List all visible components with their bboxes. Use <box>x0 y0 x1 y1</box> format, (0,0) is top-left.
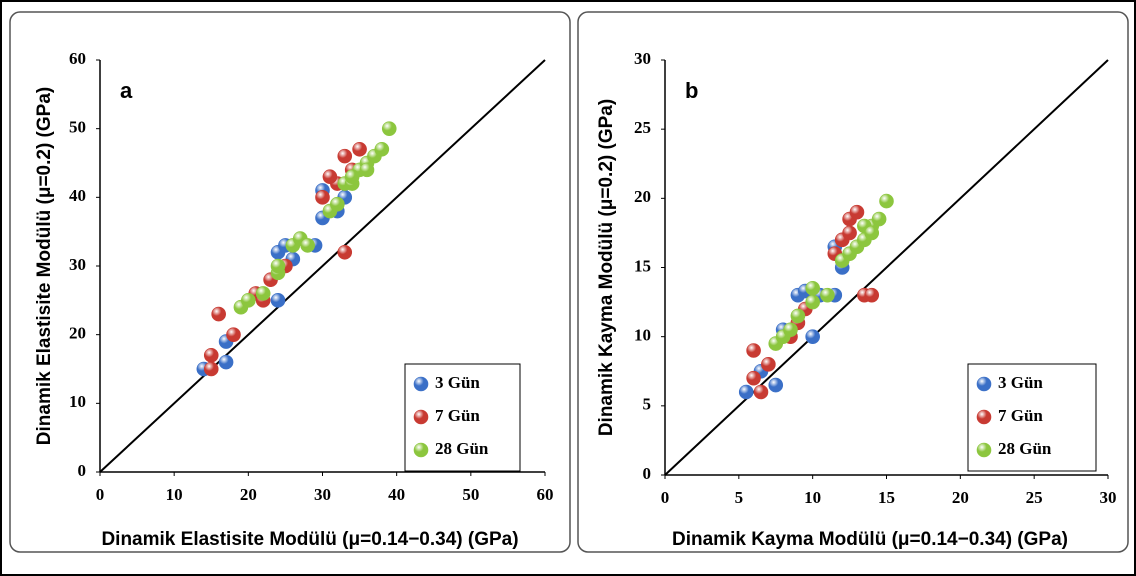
y-tick-label: 10 <box>634 326 651 345</box>
scatter-point <box>255 286 271 301</box>
scatter-point <box>842 225 857 241</box>
scatter-point <box>864 225 880 241</box>
legend-marker <box>413 442 429 458</box>
legend-marker <box>976 442 992 458</box>
x-tick-label: 50 <box>462 485 479 504</box>
legend-label: 28 Gün <box>998 439 1052 458</box>
y-tick-label: 5 <box>643 395 652 414</box>
scatter-point <box>864 287 880 303</box>
x-tick-label: 5 <box>735 488 744 507</box>
y-tick-label: 10 <box>69 392 86 411</box>
scatter-point <box>783 322 798 338</box>
scatter-point <box>805 280 820 296</box>
y-tick-label: 60 <box>69 49 86 68</box>
y-tick-label: 30 <box>634 49 651 68</box>
scatter-point <box>337 244 353 260</box>
scatter-point <box>315 190 330 205</box>
scatter-point <box>241 293 256 308</box>
panel-border <box>577 11 1129 553</box>
legend-marker <box>413 376 429 392</box>
y-tick-label: 40 <box>69 186 86 205</box>
x-tick-label: 30 <box>314 485 331 504</box>
scatter-point <box>790 308 806 324</box>
panel-label: a <box>120 78 133 103</box>
x-tick-label: 20 <box>952 488 969 507</box>
legend-label: 3 Gün <box>435 373 480 392</box>
x-tick-label: 40 <box>388 485 405 504</box>
scatter-point <box>270 293 286 308</box>
x-tick-label: 15 <box>878 488 895 507</box>
scatter-point <box>738 384 754 400</box>
scatter-point <box>381 121 397 136</box>
scatter-point <box>753 384 769 400</box>
scatter-point <box>359 162 375 178</box>
y-tick-label: 15 <box>634 256 651 275</box>
legend-label: 3 Gün <box>998 373 1043 392</box>
x-tick-label: 10 <box>166 485 183 504</box>
identity-line <box>99 59 546 473</box>
x-tick-label: 0 <box>661 488 670 507</box>
x-tick-label: 60 <box>537 485 554 504</box>
scatter-point <box>768 377 784 393</box>
scatter-point <box>374 141 390 157</box>
scatter-point <box>871 211 887 227</box>
scatter-point <box>337 148 353 164</box>
scatter-point <box>746 343 761 358</box>
scatter-point <box>820 287 835 303</box>
scatter-point <box>300 238 315 253</box>
identity-line <box>664 59 1109 476</box>
scatter-point <box>218 354 234 370</box>
scatter-point <box>761 357 776 372</box>
y-axis-title: Dinamik Kayma Modülü (μ=0.2) (GPa) <box>596 99 617 436</box>
scatter-point <box>879 193 894 209</box>
y-tick-label: 20 <box>634 187 651 206</box>
legend-label: 7 Gün <box>435 406 480 425</box>
panel-border <box>9 11 571 553</box>
scatter-point <box>330 196 345 212</box>
x-axis-title: Dinamik Kayma Modülü (μ=0.14−0.34) (GPa) <box>672 529 1068 550</box>
y-tick-label: 25 <box>634 118 651 137</box>
scatter-point <box>805 329 820 344</box>
scatter-point <box>203 361 219 377</box>
x-tick-label: 10 <box>804 488 821 507</box>
scatter-point <box>746 370 761 386</box>
scatter-point <box>805 294 820 310</box>
x-tick-label: 20 <box>240 485 257 504</box>
x-tick-label: 25 <box>1026 488 1043 507</box>
scatter-point <box>849 204 865 220</box>
scatter-point <box>352 141 367 157</box>
scatter-point <box>203 347 219 363</box>
scatter-point <box>344 169 360 185</box>
scatter-point <box>226 327 241 342</box>
legend-marker <box>976 409 992 425</box>
scatter-point <box>322 169 338 185</box>
y-tick-label: 20 <box>69 324 86 343</box>
y-tick-label: 0 <box>643 464 652 483</box>
legend-label: 7 Gün <box>998 406 1043 425</box>
y-tick-label: 30 <box>69 255 86 274</box>
x-tick-label: 0 <box>96 485 105 504</box>
x-tick-label: 30 <box>1100 488 1117 507</box>
y-tick-label: 0 <box>78 461 87 480</box>
y-axis-title: Dinamik Elastisite Modülü (μ=0.2) (GPa) <box>34 87 55 445</box>
legend-label: 28 Gün <box>435 439 489 458</box>
scatter-point <box>270 258 286 274</box>
legend-marker <box>413 409 429 425</box>
x-axis-title: Dinamik Elastisite Modülü (μ=0.14−0.34) … <box>101 529 518 550</box>
y-tick-label: 50 <box>69 118 86 137</box>
panel-label: b <box>685 78 698 103</box>
legend-marker <box>976 376 992 392</box>
scatter-point <box>211 306 226 322</box>
